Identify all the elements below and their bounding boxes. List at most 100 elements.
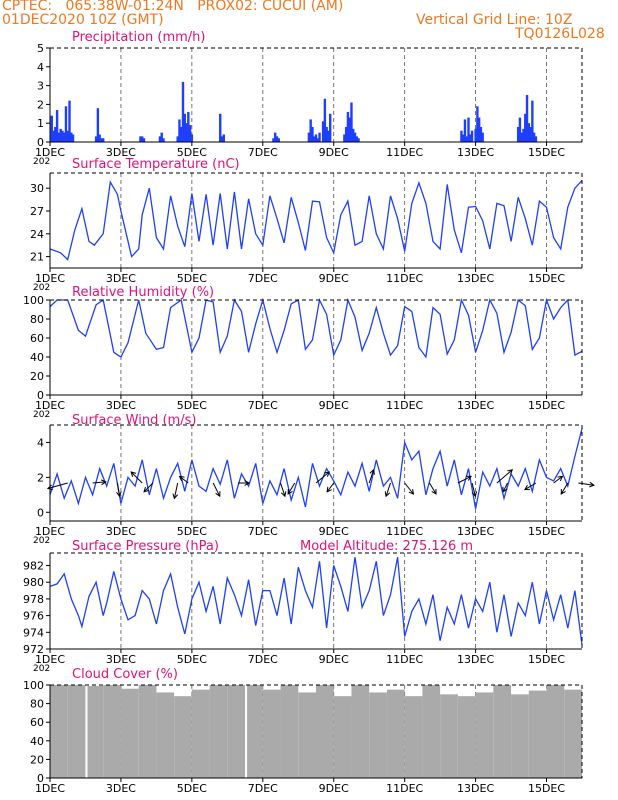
wind-arrow-head: [215, 491, 221, 498]
precip-bar: [59, 128, 62, 142]
cloud-gap: [245, 685, 248, 778]
wind-arrow-head: [502, 486, 508, 493]
precip-bar: [142, 138, 146, 142]
cloud-bar: [404, 696, 423, 778]
panel-title: Surface Pressure (hPa): [72, 539, 219, 554]
precip-bar: [50, 115, 53, 142]
x-tick-label: 15DEC: [528, 782, 565, 795]
precip-bar: [344, 126, 348, 142]
x-tick-label: 11DEC: [386, 653, 423, 666]
y-tick-label: 20: [30, 370, 44, 383]
header-date-line: 01DEC2020 10Z (GMT): [2, 12, 164, 28]
precip-bar: [98, 134, 101, 142]
wind-arrow-head: [466, 475, 472, 481]
y-tick-label: 60: [30, 332, 44, 345]
precip-bar: [311, 126, 314, 142]
y-tick-label: 974: [23, 626, 44, 639]
precip-bar: [102, 138, 105, 142]
precip-bar: [64, 106, 68, 142]
x-tick-label: 3DEC: [106, 525, 136, 538]
precip-bar: [100, 138, 103, 142]
y-tick-label: 2: [37, 98, 44, 111]
wind-arrow: [212, 482, 221, 497]
wind-arrow-head: [384, 491, 391, 498]
wind-arrow-head: [287, 488, 293, 495]
precip-bar: [158, 136, 162, 142]
x-tick-label: 3DEC: [106, 146, 136, 159]
precip-bar: [274, 132, 277, 142]
x-tick-label: 5DEC: [177, 272, 207, 285]
x-tick-label: 9DEC: [319, 653, 349, 666]
panel-title: Cloud Cover (%): [72, 667, 178, 682]
y-tick-label: 27: [30, 205, 44, 218]
precip-bar: [353, 132, 357, 142]
wind-arrow: [326, 482, 335, 493]
cloud-bar: [138, 685, 157, 778]
precip-bar: [352, 128, 355, 142]
x-tick-label: 7DEC: [248, 653, 278, 666]
x-tick-label: 13DEC: [457, 146, 494, 159]
wind-arrow: [173, 482, 179, 499]
wind-arrow-head: [507, 469, 514, 475]
series-line: [49, 428, 583, 509]
x-tick-label: 5DEC: [177, 782, 207, 795]
precip-bar: [222, 134, 225, 142]
wind-arrow-head: [431, 488, 437, 495]
precip-bar: [348, 117, 351, 142]
x-tick-label: 13DEC: [457, 653, 494, 666]
wind-arrow: [179, 475, 189, 484]
wind-arrow-head: [244, 480, 251, 486]
precip-bar: [160, 132, 163, 142]
precip-bar: [460, 130, 463, 142]
x-tick-label: 5DEC: [177, 146, 207, 159]
precip-bar: [357, 138, 360, 142]
precip-bar: [477, 117, 481, 142]
precip-bar: [219, 113, 222, 142]
wind-arrow-head: [100, 479, 107, 486]
cloud-bar: [67, 685, 86, 778]
cloud-bar: [440, 694, 458, 778]
header-grid-note: Vertical Grid Line: 10Z: [416, 12, 573, 28]
precip-bar: [525, 95, 529, 142]
precip-bar: [321, 121, 325, 142]
y-tick-label: 40: [30, 735, 44, 748]
precip-bar: [185, 123, 188, 142]
precip-bar: [346, 111, 350, 142]
wind-arrow: [287, 482, 296, 495]
cloud-bar: [227, 685, 246, 778]
x-tick-label: 7DEC: [248, 782, 278, 795]
precip-bar: [52, 130, 55, 142]
wind-arrow-head: [588, 481, 595, 488]
wind-arrow: [92, 481, 106, 484]
cloud-bar: [103, 685, 121, 778]
x-tick-label: 11DEC: [386, 782, 423, 795]
x-year-label: 202: [33, 664, 50, 674]
x-year-label: 202: [33, 157, 50, 167]
y-tick-label: 20: [30, 753, 44, 766]
x-tick-label: 13DEC: [457, 399, 494, 412]
precip-bar: [529, 126, 532, 142]
y-tick-label: 4: [37, 61, 44, 74]
wind-arrow: [143, 482, 154, 493]
precip-bar: [314, 134, 318, 142]
precip-bar: [309, 119, 312, 142]
wind-arrow: [502, 482, 508, 493]
precip-bar: [66, 130, 69, 142]
x-tick-label: 3DEC: [106, 782, 136, 795]
cloud-bar: [191, 689, 210, 778]
x-tick-label: 13DEC: [457, 782, 494, 795]
series-line: [49, 180, 583, 261]
precip-bar: [323, 98, 327, 142]
wind-arrow: [385, 482, 391, 497]
cloud-bar: [298, 692, 316, 778]
precip-bar: [469, 134, 472, 142]
x-tick-label: 1DEC: [35, 399, 65, 412]
precip-bar: [62, 132, 66, 142]
precip-bar: [325, 126, 328, 142]
y-tick-label: 21: [30, 251, 44, 264]
wind-arrow: [471, 482, 476, 497]
precip-bar: [94, 136, 98, 142]
x-tick-label: 15DEC: [528, 525, 565, 538]
y-tick-label: 982: [23, 560, 44, 573]
